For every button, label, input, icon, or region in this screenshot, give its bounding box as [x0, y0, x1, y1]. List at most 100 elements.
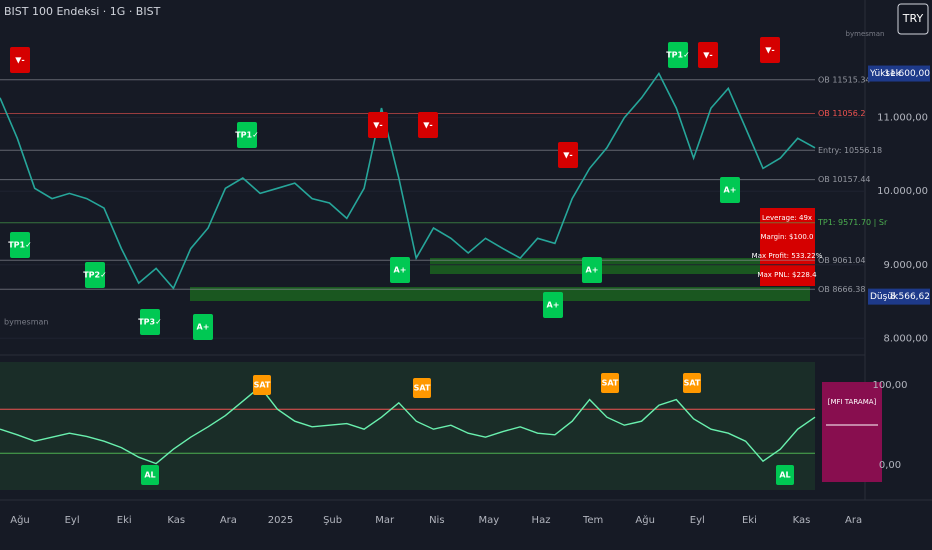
- y-tick-label: 10.000,00: [877, 186, 928, 197]
- signal-label: A+: [197, 323, 210, 332]
- signal-label: ▼-: [423, 121, 432, 130]
- x-tick-label: Haz: [532, 515, 551, 526]
- osc-signal: AL: [141, 465, 159, 485]
- osc-signal-box: [601, 373, 619, 393]
- price-badge-name: Düşük: [870, 292, 899, 302]
- signal-box: [140, 309, 160, 335]
- level-label: OB 11515.34: [818, 75, 871, 84]
- signal-label: TP2✓: [83, 271, 107, 280]
- x-tick-label: Mar: [375, 515, 395, 526]
- signal: ▼-: [368, 112, 388, 138]
- currency-button[interactable]: [897, 3, 929, 35]
- price-line: [0, 71, 816, 290]
- signal-box: [390, 257, 410, 283]
- signal-label: ▼-: [703, 51, 712, 60]
- signal-box: [698, 42, 718, 68]
- price-badge-name: Yüksek: [869, 69, 902, 79]
- osc-tick-label: 0,00: [879, 460, 901, 471]
- signal-label: ▼-: [373, 121, 382, 130]
- x-tick-label: Şub: [323, 515, 342, 526]
- trade-line: Leverage: 49x: [762, 214, 812, 222]
- level-label: OB 10157.44: [818, 175, 871, 184]
- signal-box: [418, 112, 438, 138]
- signal-label: ▼-: [765, 46, 774, 55]
- signal: A+: [193, 314, 213, 340]
- level-label: TP1: 9571.70 | Sr: [817, 218, 888, 227]
- osc-signal-label: AL: [779, 471, 790, 480]
- signal-box: [368, 112, 388, 138]
- trade-line: Max Profit: 533.22%: [752, 252, 823, 260]
- signal: A+: [390, 257, 410, 283]
- x-tick-label: Kas: [793, 515, 811, 526]
- table-title: [MFI TARAMA]: [828, 398, 877, 406]
- osc-signal-box: [683, 373, 701, 393]
- signal: TP1✓: [666, 42, 690, 68]
- x-tick-label: Ara: [845, 515, 862, 526]
- x-tick-label: Eyl: [690, 515, 705, 526]
- signal-box: [193, 314, 213, 340]
- x-tick-label: Tem: [582, 515, 603, 526]
- signal-label: TP1✓: [235, 131, 259, 140]
- x-tick-label: May: [479, 515, 500, 526]
- trade-line: Margin: $100.0: [761, 233, 814, 241]
- signal-box: [10, 232, 30, 258]
- signal-box: [720, 177, 740, 203]
- signal: ▼-: [558, 142, 578, 168]
- osc-background: [0, 362, 815, 490]
- x-tick-label: Eki: [117, 515, 132, 526]
- signal-box: [85, 262, 105, 288]
- signal-label: ▼-: [563, 151, 572, 160]
- x-tick-label: 2025: [268, 515, 293, 526]
- signal: TP1✓: [8, 232, 32, 258]
- signal: ▼-: [698, 42, 718, 68]
- osc-signal: SAT: [683, 373, 701, 393]
- osc-signal: SAT: [601, 373, 619, 393]
- x-tick-label: Kas: [167, 515, 185, 526]
- y-tick-label: 9.000,00: [883, 260, 928, 271]
- price-badge: [868, 288, 930, 305]
- signal-label: TP1✓: [8, 241, 32, 250]
- zone: [190, 287, 810, 301]
- level-label: OB 8666.38: [818, 285, 865, 294]
- signal-box: [558, 142, 578, 168]
- title: BIST 100 Endeksi · 1G · BIST: [4, 5, 161, 18]
- osc-tick-label: 100,00: [873, 380, 908, 391]
- signal-label: TP3✓: [138, 318, 162, 327]
- signal: A+: [720, 177, 740, 203]
- signal-box: [543, 292, 563, 318]
- signal-label: A+: [586, 266, 599, 275]
- trade-line: Max PNL: $228.4: [757, 271, 817, 279]
- osc-signal-label: SAT: [684, 379, 701, 388]
- watermark: bymesman: [4, 318, 48, 327]
- x-tick-label: Ara: [220, 515, 237, 526]
- x-tick-label: Ağu: [635, 514, 655, 526]
- osc-signal-label: AL: [144, 471, 155, 480]
- x-tick-label: Nis: [429, 515, 444, 526]
- osc-signal-box: [413, 378, 431, 398]
- osc-signal: SAT: [413, 378, 431, 398]
- osc-signal: AL: [776, 465, 794, 485]
- osc-signal-box: [253, 375, 271, 395]
- level-label: Entry: 10556.18: [818, 146, 882, 155]
- level-label: OB 11056.2: [818, 109, 865, 118]
- signal: ▼-: [418, 112, 438, 138]
- price-badge-value: 11.600,00: [884, 69, 930, 79]
- signal-label: TP1✓: [666, 51, 690, 60]
- y-tick-label: 8.000,00: [883, 333, 928, 344]
- x-tick-label: Eyl: [65, 515, 80, 526]
- signal: TP3✓: [138, 309, 162, 335]
- signal-label: A+: [394, 266, 407, 275]
- x-tick-label: Ağu: [10, 514, 30, 526]
- osc-signal-label: SAT: [254, 381, 271, 390]
- signal-box: [760, 37, 780, 63]
- level-label: OB 9061.04: [818, 256, 865, 265]
- signal: ▼-: [760, 37, 780, 63]
- signal: A+: [543, 292, 563, 318]
- osc-signal-box: [776, 465, 794, 485]
- signal-label: ▼-: [15, 56, 24, 65]
- mfi-table: [822, 382, 882, 482]
- signal-label: A+: [547, 301, 560, 310]
- price-badge-value: 8.566,62: [890, 292, 930, 302]
- signal: TP1✓: [235, 122, 259, 148]
